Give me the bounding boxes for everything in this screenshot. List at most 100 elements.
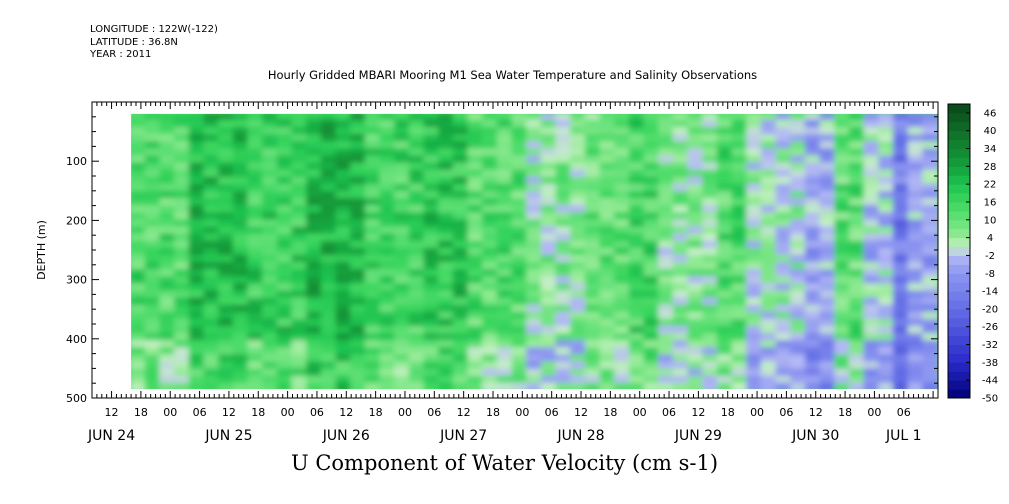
field-cell	[131, 269, 147, 279]
field-cell	[232, 198, 250, 208]
field-cell	[350, 240, 367, 250]
field-cell	[379, 325, 397, 336]
field-cell	[614, 176, 631, 186]
field-cell	[731, 183, 749, 193]
field-cell	[892, 290, 910, 300]
field-cell	[907, 382, 925, 390]
field-cell	[320, 127, 338, 137]
field-cell	[452, 240, 470, 250]
field-cell	[716, 127, 734, 137]
field-cell	[672, 311, 690, 321]
field-cell	[892, 134, 910, 144]
field-cell	[188, 290, 206, 300]
field-cell	[672, 318, 690, 328]
field-cell	[364, 240, 382, 250]
field-cell	[702, 212, 719, 222]
field-cell	[775, 141, 793, 151]
field-cell	[159, 198, 177, 208]
field-cell	[687, 190, 705, 201]
field-cell	[907, 169, 925, 179]
field-cell	[159, 290, 177, 300]
field-cell	[335, 148, 353, 158]
field-cell	[335, 183, 353, 193]
field-cell	[907, 318, 925, 328]
field-cell	[276, 375, 294, 385]
field-cell	[188, 347, 206, 357]
field-cell	[482, 240, 499, 250]
field-cell	[863, 169, 881, 179]
field-cell	[848, 354, 866, 364]
field-cell	[775, 119, 793, 130]
colorbar-swatch	[948, 104, 970, 114]
field-cell	[276, 262, 294, 272]
field-cell	[570, 276, 587, 286]
field-cell	[482, 190, 499, 201]
field-cell	[892, 226, 910, 236]
field-cell	[320, 290, 338, 300]
field-cell	[408, 290, 426, 300]
field-cell	[320, 311, 338, 321]
field-cell	[526, 283, 543, 293]
field-cell	[262, 304, 279, 314]
field-cell	[379, 290, 397, 300]
field-cell	[511, 212, 529, 222]
year-label: YEAR : 2011	[90, 49, 152, 60]
field-cell	[658, 190, 675, 201]
field-cell	[863, 233, 881, 243]
field-cell	[599, 141, 617, 151]
field-cell	[423, 340, 441, 350]
field-cell	[364, 276, 382, 286]
field-cell	[423, 212, 441, 222]
field-cell	[452, 219, 470, 229]
field-cell	[672, 276, 690, 286]
field-cell	[746, 198, 763, 208]
field-cell	[379, 247, 397, 257]
longitude-label: LONGITUDE : 122W(-122)	[90, 24, 218, 35]
field-cell	[364, 283, 382, 293]
field-cell	[364, 176, 382, 186]
field-cell	[423, 325, 441, 336]
colorbar-swatch	[948, 219, 970, 230]
field-cell	[878, 347, 895, 357]
field-cell	[262, 127, 279, 137]
field-cell	[203, 375, 221, 385]
field-cell	[394, 382, 411, 390]
field-cell	[174, 198, 191, 208]
field-cell	[599, 276, 617, 286]
field-cell	[496, 134, 514, 144]
field-cell	[335, 333, 353, 343]
field-cell	[364, 119, 382, 130]
field-cell	[687, 141, 705, 151]
field-cell	[892, 162, 910, 172]
field-cell	[672, 254, 690, 265]
x-hour-tick-label: 18	[838, 406, 852, 419]
field-cell	[614, 198, 631, 208]
field-cell	[848, 382, 866, 390]
field-cell	[643, 283, 661, 293]
field-cell	[555, 311, 573, 321]
field-cell	[482, 254, 499, 265]
field-cell	[364, 347, 382, 357]
field-cell	[790, 269, 807, 279]
field-cell	[672, 113, 690, 122]
x-hour-tick-label: 12	[574, 406, 588, 419]
field-cell	[335, 205, 353, 215]
field-cell	[702, 162, 719, 172]
field-cell	[540, 176, 558, 186]
field-cell	[555, 290, 573, 300]
field-cell	[144, 176, 162, 186]
field-cell	[262, 219, 279, 229]
field-cell	[511, 382, 529, 390]
field-cell	[467, 382, 485, 390]
field-cell	[804, 240, 822, 250]
field-cell	[716, 269, 734, 279]
field-cell	[394, 340, 411, 350]
field-cell	[599, 113, 617, 122]
field-cell	[746, 290, 763, 300]
field-cell	[526, 354, 543, 364]
field-cell	[716, 176, 734, 186]
field-cell	[907, 247, 925, 257]
field-cell	[174, 354, 191, 364]
field-cell	[496, 155, 514, 165]
field-cell	[379, 333, 397, 343]
